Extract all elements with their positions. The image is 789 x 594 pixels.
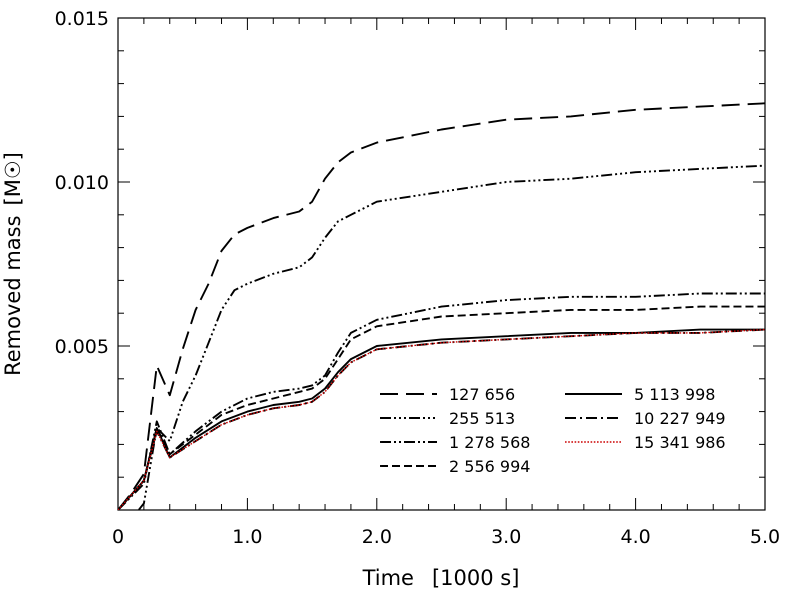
series-line-2	[118, 292, 765, 510]
series-line-4	[118, 328, 765, 510]
legend-label-1: 255 513	[449, 409, 515, 428]
y-tick-label: 0.010	[55, 172, 109, 194]
y-axis-title: Removed mass[M☉]	[1, 152, 25, 376]
x-tick-label: 4.0	[620, 526, 650, 548]
y-tick-label: 0.015	[55, 8, 109, 30]
x-tick-label: 2.0	[362, 526, 392, 548]
x-tick-label: 3.0	[491, 526, 521, 548]
legend-label-2: 1 278 568	[449, 433, 530, 452]
legend-label-3: 2 556 994	[449, 457, 530, 476]
axis-ticks	[117, 17, 766, 510]
legend-label-4: 5 113 998	[634, 385, 715, 404]
x-tick-label: 5.0	[750, 526, 780, 548]
legend-label-5: 10 227 949	[634, 409, 726, 428]
series-line-0	[118, 102, 765, 510]
series-line-1	[118, 164, 765, 510]
plot-area	[117, 17, 766, 511]
legend-label-6: 15 341 986	[634, 433, 726, 452]
series-layer	[118, 102, 765, 510]
legend-label-0: 127 656	[449, 385, 515, 404]
legend: 127 656 255 513 1 278 568 2 556 994 5 113 99…	[380, 385, 726, 476]
series-line-3	[118, 305, 765, 510]
x-axis-title: Time [1000 s]	[362, 566, 520, 590]
y-tick-label: 0.005	[55, 336, 109, 358]
tick-labels: 0 1.0 2.0 3.0 4.0 5.0 0.005 0.010 0.015	[55, 8, 781, 548]
x-tick-label: 1.0	[232, 526, 262, 548]
x-tick-label: 0	[112, 526, 124, 548]
series-line-6	[118, 328, 765, 510]
